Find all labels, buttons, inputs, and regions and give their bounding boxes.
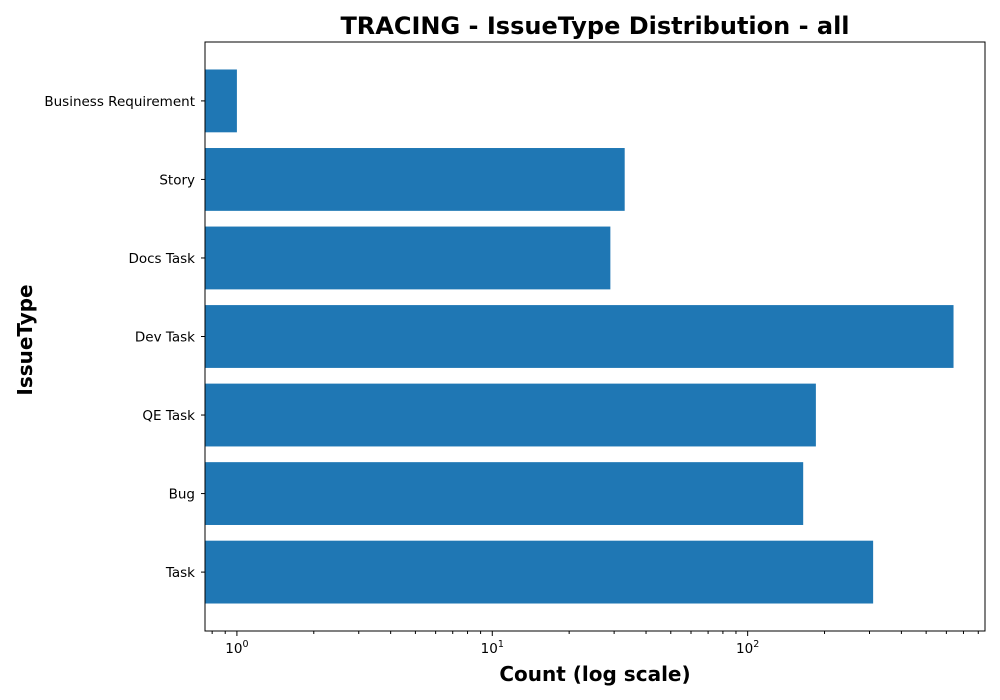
bar-bug (205, 462, 804, 525)
y-axis-ticks: Business Requirement Story Docs Task Dev Ta… (44, 94, 205, 581)
x-axis-ticks: 100 101 102 (211, 631, 979, 657)
y-tick-label: QE Task (142, 408, 195, 424)
y-axis-label: IssueType (13, 284, 37, 395)
y-tick-label: Docs Task (128, 251, 195, 267)
y-tick-label: Dev Task (135, 330, 195, 346)
y-tick-label: Business Requirement (44, 94, 195, 110)
bar-qe-task (205, 383, 816, 447)
x-tick-label: 100 (225, 639, 248, 657)
bar-business-requirement (205, 69, 237, 133)
bars-group (205, 69, 954, 604)
y-tick-label: Task (165, 565, 195, 581)
bar-task (205, 540, 874, 604)
bar-dev-task (205, 305, 954, 368)
chart-title: TRACING - IssueType Distribution - all (340, 12, 849, 40)
x-tick-label: 102 (736, 639, 759, 657)
bar-story (205, 148, 625, 211)
x-axis-label: Count (log scale) (499, 662, 690, 686)
x-tick-label: 101 (481, 639, 504, 657)
plot-frame (204, 41, 986, 632)
bar-docs-task (205, 226, 611, 290)
y-tick-label: Bug (169, 487, 195, 503)
y-tick-label: Story (159, 172, 195, 188)
